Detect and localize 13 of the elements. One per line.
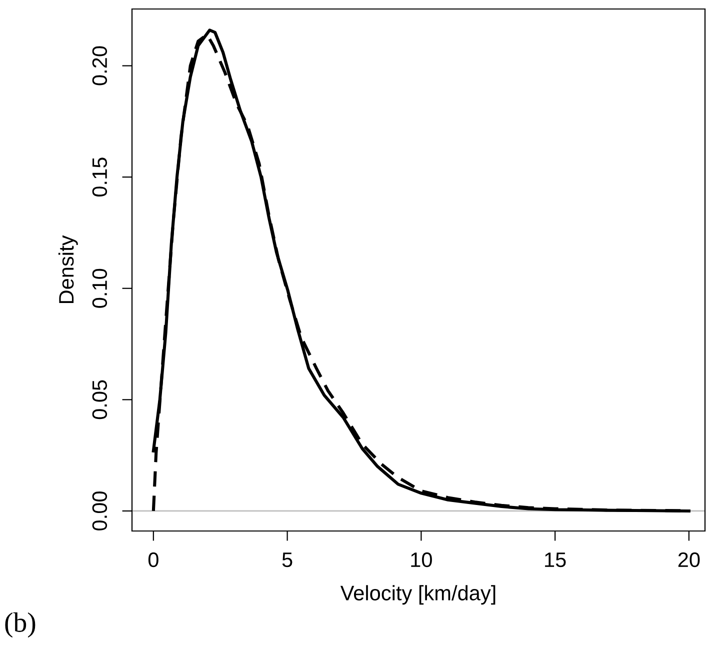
y-tick-label: 0.20 <box>92 46 108 86</box>
x-tick-label: 0 <box>148 552 158 568</box>
x-tick-label: 15 <box>545 552 566 568</box>
x-axis-title: Velocity [km/day] <box>340 585 496 605</box>
x-tick-label: 10 <box>411 552 432 568</box>
y-tick-label: 0.00 <box>92 492 108 530</box>
x-tick-label: 20 <box>678 552 700 568</box>
y-axis-title: Density <box>58 235 78 304</box>
y-tick-label: 0.05 <box>92 380 108 420</box>
text: (b) <box>5 612 36 638</box>
x-tick-label: 5 <box>282 552 292 568</box>
y-tick-label: 0.10 <box>92 268 108 308</box>
y-tick-label: 0.15 <box>92 158 108 197</box>
